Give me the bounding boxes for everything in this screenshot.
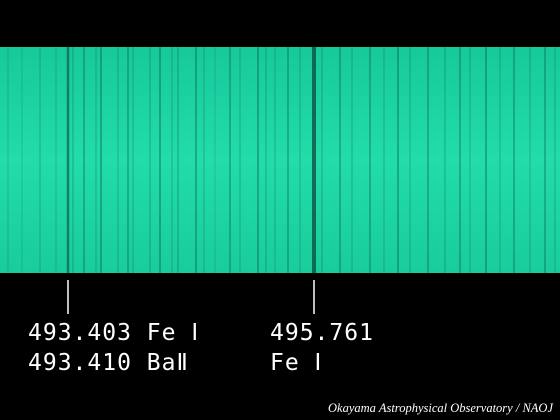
absorption-line	[351, 47, 353, 273]
absorption-line	[397, 47, 399, 273]
absorption-line	[459, 47, 461, 273]
absorption-lines	[7, 47, 556, 273]
absorption-line	[21, 47, 23, 273]
absorption-line	[499, 47, 501, 273]
absorption-line	[554, 47, 556, 273]
absorption-line	[427, 47, 429, 273]
absorption-line	[203, 47, 205, 273]
absorption-line	[7, 47, 9, 273]
credit: Okayama Astrophysical Observatory / NAOJ	[328, 401, 554, 415]
absorption-line	[229, 47, 231, 273]
absorption-line	[149, 47, 151, 273]
absorption-line	[529, 47, 531, 273]
absorption-line	[72, 47, 74, 273]
absorption-line	[171, 47, 173, 273]
absorption-line	[195, 47, 197, 273]
absorption-line	[339, 47, 341, 273]
absorption-line	[127, 47, 129, 273]
absorption-line	[383, 47, 385, 273]
absorption-line	[321, 47, 323, 273]
absorption-line	[132, 47, 134, 273]
absorption-line	[239, 47, 241, 273]
absorption-line	[299, 47, 301, 273]
absorption-line	[100, 47, 102, 273]
absorption-line	[312, 47, 316, 273]
absorption-line	[409, 47, 411, 273]
absorption-line	[83, 47, 85, 273]
line-label: 493.410 BaⅡ	[28, 350, 189, 376]
absorption-line	[287, 47, 289, 273]
absorption-line	[39, 47, 41, 273]
absorption-line	[257, 47, 259, 273]
absorption-line	[55, 47, 57, 273]
absorption-line	[485, 47, 487, 273]
absorption-line	[265, 47, 267, 273]
absorption-line	[513, 47, 515, 273]
absorption-line	[544, 47, 546, 273]
absorption-line	[177, 47, 179, 273]
absorption-line	[369, 47, 371, 273]
absorption-line	[95, 47, 97, 273]
line-label: Fe Ⅰ	[270, 350, 322, 376]
absorption-line	[117, 47, 119, 273]
absorption-line	[444, 47, 446, 273]
absorption-line	[66, 47, 70, 273]
line-label: 495.761	[270, 320, 374, 346]
spectrum-band	[0, 47, 560, 273]
absorption-line	[274, 47, 276, 273]
line-label: 493.403 Fe Ⅰ	[28, 320, 199, 346]
absorption-line	[159, 47, 161, 273]
absorption-line	[214, 47, 216, 273]
absorption-line	[469, 47, 471, 273]
